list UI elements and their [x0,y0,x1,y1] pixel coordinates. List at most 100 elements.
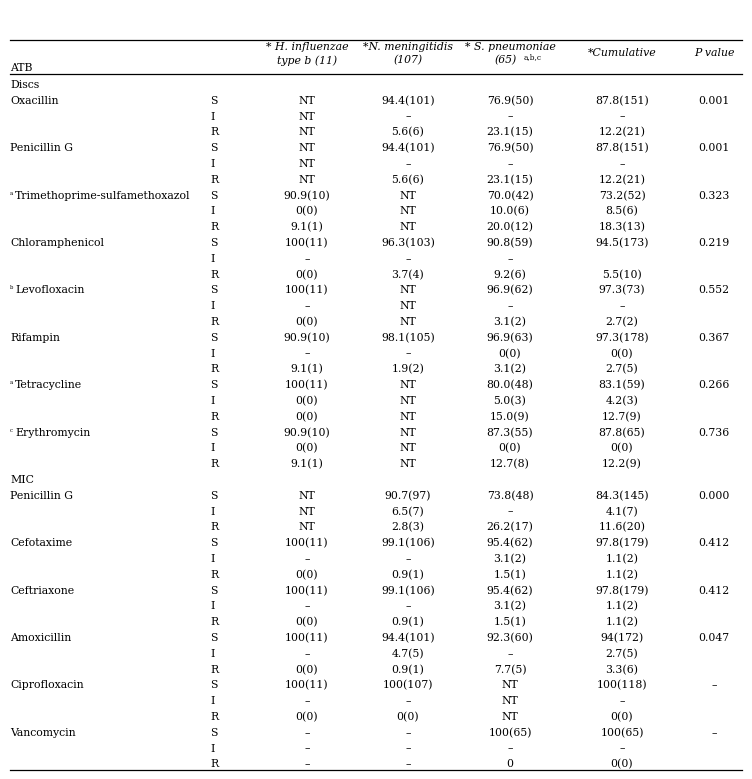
Text: 100(118): 100(118) [596,680,647,691]
Text: a: a [10,191,14,196]
Text: 18.3(13): 18.3(13) [599,222,645,232]
Text: S: S [210,728,217,738]
Text: 3.7(4): 3.7(4) [392,270,424,280]
Text: 0(0): 0(0) [296,270,318,280]
Text: b: b [10,285,14,291]
Text: 12.2(21): 12.2(21) [599,174,645,185]
Text: S: S [210,285,217,295]
Text: –: – [619,696,625,707]
Text: 0(0): 0(0) [499,348,521,359]
Text: 0(0): 0(0) [296,396,318,407]
Text: –: – [305,554,310,564]
Text: (107): (107) [393,55,423,65]
Text: 97.8(179): 97.8(179) [596,538,649,548]
Text: R: R [210,617,218,627]
Text: 100(11): 100(11) [285,538,329,548]
Text: R: R [210,412,218,421]
Text: ATB: ATB [10,63,32,73]
Text: 0(0): 0(0) [611,760,633,770]
Text: 26.2(17): 26.2(17) [487,523,533,533]
Text: 87.3(55): 87.3(55) [487,428,533,438]
Text: –: – [405,696,411,707]
Text: R: R [210,270,218,280]
Text: 0.412: 0.412 [699,586,729,596]
Text: 100(65): 100(65) [600,728,644,738]
Text: R: R [210,365,218,375]
Text: 99.1(106): 99.1(106) [381,586,435,596]
Text: 23.1(15): 23.1(15) [487,174,533,185]
Text: I: I [210,744,214,753]
Text: 73.2(52): 73.2(52) [599,191,645,201]
Text: 90.8(59): 90.8(59) [487,238,533,249]
Text: Discs: Discs [10,80,39,90]
Text: NT: NT [299,506,315,516]
Text: Erythromycin: Erythromycin [15,428,90,438]
Text: 0.412: 0.412 [699,538,729,548]
Text: 95.4(62): 95.4(62) [487,586,533,596]
Text: 87.8(65): 87.8(65) [599,428,645,438]
Text: Penicillin G: Penicillin G [10,143,73,153]
Text: 4.2(3): 4.2(3) [605,396,638,407]
Text: –: – [508,254,513,264]
Text: 96.9(62): 96.9(62) [487,285,533,296]
Text: a,b,c: a,b,c [524,53,542,61]
Text: 0(0): 0(0) [296,443,318,453]
Text: NT: NT [399,191,417,201]
Text: 0(0): 0(0) [397,712,420,722]
Text: 100(11): 100(11) [285,680,329,691]
Text: Oxacillin: Oxacillin [10,96,59,106]
Text: *Cumulative: *Cumulative [587,48,656,58]
Text: I: I [210,443,214,453]
Text: 0.367: 0.367 [699,333,729,343]
Text: S: S [210,143,217,153]
Text: –: – [305,348,310,358]
Text: R: R [210,569,218,580]
Text: I: I [210,301,214,311]
Text: NT: NT [399,380,417,390]
Text: S: S [210,633,217,643]
Text: 11.6(20): 11.6(20) [599,523,645,533]
Text: 20.0(12): 20.0(12) [487,222,533,232]
Text: Rifampin: Rifampin [10,333,60,343]
Text: I: I [210,696,214,707]
Text: 97.3(178): 97.3(178) [595,333,649,343]
Text: 100(107): 100(107) [383,680,433,691]
Text: 4.7(5): 4.7(5) [392,649,424,659]
Text: 90.9(10): 90.9(10) [284,428,330,438]
Text: MIC: MIC [10,475,34,485]
Text: S: S [210,491,217,501]
Text: –: – [305,649,310,659]
Text: 96.9(63): 96.9(63) [487,333,533,343]
Text: 12.2(9): 12.2(9) [602,459,642,470]
Text: S: S [210,96,217,106]
Text: R: R [210,317,218,327]
Text: 1.1(2): 1.1(2) [605,554,638,564]
Text: –: – [508,159,513,169]
Text: –: – [305,601,310,612]
Text: 0(0): 0(0) [296,206,318,217]
Text: –: – [711,680,717,690]
Text: Trimethoprime-sulfamethoxazol: Trimethoprime-sulfamethoxazol [15,191,190,201]
Text: 12.7(8): 12.7(8) [490,459,530,470]
Text: I: I [210,254,214,264]
Text: –: – [508,649,513,659]
Text: 0.219: 0.219 [699,238,729,248]
Text: 9.1(1): 9.1(1) [290,459,323,470]
Text: NT: NT [399,222,417,232]
Text: R: R [210,712,218,722]
Text: –: – [508,506,513,516]
Text: 0.552: 0.552 [699,285,729,295]
Text: I: I [210,506,214,516]
Text: S: S [210,428,217,438]
Text: 70.0(42): 70.0(42) [487,191,533,201]
Text: –: – [619,159,625,169]
Text: 0(0): 0(0) [611,443,633,453]
Text: 0(0): 0(0) [296,569,318,580]
Text: 97.8(179): 97.8(179) [596,586,649,596]
Text: I: I [210,159,214,169]
Text: Ceftriaxone: Ceftriaxone [10,586,74,596]
Text: I: I [210,601,214,612]
Text: I: I [210,396,214,406]
Text: 0(0): 0(0) [499,443,521,453]
Text: 9.1(1): 9.1(1) [290,365,323,375]
